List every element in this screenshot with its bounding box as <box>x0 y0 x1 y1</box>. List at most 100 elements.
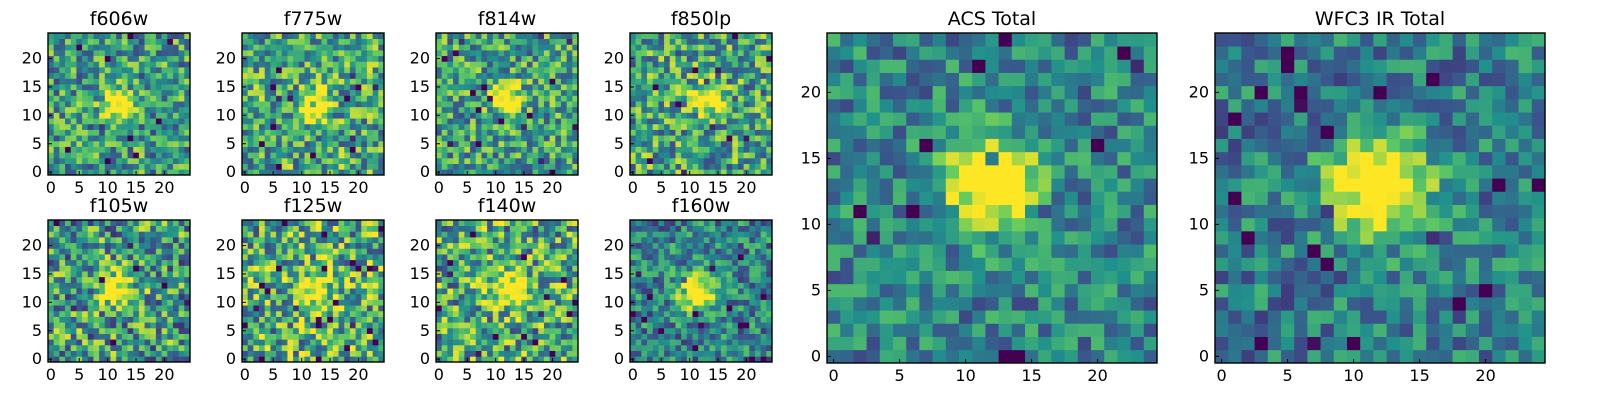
heatmap-cell <box>566 350 573 357</box>
heatmap-cell <box>658 265 665 272</box>
heatmap-cell <box>127 322 134 329</box>
heatmap-cell <box>669 259 676 266</box>
heatmap-cell <box>264 101 271 108</box>
heatmap-cell <box>310 265 317 272</box>
heatmap-cell <box>681 254 688 261</box>
heatmap-cell <box>526 237 533 244</box>
heatmap-cell <box>526 146 533 153</box>
heatmap-cell <box>686 101 693 108</box>
heatmap-cell <box>349 50 356 57</box>
heatmap-cell <box>669 316 676 323</box>
heatmap-cell <box>447 33 454 40</box>
heatmap-cell <box>378 112 385 119</box>
heatmap-cell <box>287 101 294 108</box>
heatmap-cell <box>726 135 733 142</box>
heatmap-cell <box>270 310 277 317</box>
heatmap-cell <box>453 140 460 147</box>
heatmap-cell <box>555 225 562 232</box>
heatmap-cell <box>760 333 767 340</box>
heatmap-cell <box>82 84 89 91</box>
heatmap-cell <box>372 271 379 278</box>
heatmap-cell <box>287 344 294 351</box>
heatmap-cell <box>652 38 659 45</box>
heatmap-cell <box>378 242 385 249</box>
heatmap-cell <box>315 72 322 79</box>
heatmap-cell <box>338 84 345 91</box>
heatmap-cell <box>150 146 157 153</box>
heatmap-cell <box>65 72 72 79</box>
heatmap-cell <box>698 271 705 278</box>
heatmap-cell <box>372 152 379 159</box>
heatmap-cell <box>349 129 356 136</box>
heatmap-cell <box>253 118 260 125</box>
heatmap-cell <box>743 316 750 323</box>
heatmap-cell <box>276 146 283 153</box>
heatmap-cell <box>138 282 145 289</box>
heatmap-cell <box>698 55 705 62</box>
heatmap-cell <box>560 305 567 312</box>
heatmap-cell <box>99 129 106 136</box>
x-tick-label: 5 <box>268 178 278 197</box>
heatmap-cell <box>110 242 117 249</box>
heatmap-cell <box>749 78 756 85</box>
heatmap-cell <box>515 163 522 170</box>
heatmap-cell <box>630 157 637 164</box>
heatmap-cell <box>681 135 688 142</box>
heatmap-cell <box>138 316 145 323</box>
heatmap-cell <box>161 84 168 91</box>
heatmap-cell <box>560 254 567 261</box>
x-tick-label: 5 <box>462 178 472 197</box>
heatmap-cell <box>458 220 465 227</box>
heatmap-cell <box>509 140 516 147</box>
heatmap-cell <box>378 106 385 113</box>
heatmap-cell <box>59 169 66 176</box>
heatmap-cell <box>332 299 339 306</box>
heatmap-cell <box>526 288 533 295</box>
heatmap-cell <box>372 259 379 266</box>
heatmap-cell <box>167 84 174 91</box>
heatmap-cell <box>481 106 488 113</box>
heatmap-cell <box>172 33 179 40</box>
heatmap-cell <box>515 248 522 255</box>
heatmap-cell <box>515 135 522 142</box>
heatmap-cell <box>161 276 168 283</box>
heatmap-cell <box>504 356 511 363</box>
heatmap-cell <box>304 78 311 85</box>
heatmap-cell <box>327 316 334 323</box>
heatmap-cell <box>566 242 573 249</box>
heatmap-cell <box>481 293 488 300</box>
heatmap-cell <box>321 38 328 45</box>
heatmap-cell <box>315 146 322 153</box>
heatmap-cell <box>709 157 716 164</box>
heatmap-cell <box>70 305 77 312</box>
heatmap-cell <box>281 123 288 130</box>
heatmap-cell <box>82 333 89 340</box>
heatmap-cell <box>344 327 351 334</box>
heatmap-cell <box>276 276 283 283</box>
heatmap-cell <box>298 38 305 45</box>
heatmap-cell <box>127 265 134 272</box>
heatmap-cell <box>293 89 300 96</box>
heatmap-cell <box>749 55 756 62</box>
heatmap-cell <box>509 55 516 62</box>
heatmap-cell <box>48 333 55 340</box>
heatmap-cell <box>703 310 710 317</box>
heatmap-cell <box>481 78 488 85</box>
heatmap-cell <box>447 350 454 357</box>
heatmap-cell <box>366 271 373 278</box>
heatmap-cell <box>172 271 179 278</box>
heatmap-cell <box>509 339 516 346</box>
heatmap-cell <box>332 305 339 312</box>
heatmap-cell <box>635 254 642 261</box>
heatmap-cell <box>698 293 705 300</box>
heatmap-cell <box>641 146 648 153</box>
heatmap-cell <box>150 344 157 351</box>
heatmap-cell <box>366 310 373 317</box>
heatmap-cell <box>293 152 300 159</box>
heatmap-cell <box>526 89 533 96</box>
heatmap-cell <box>675 67 682 74</box>
heatmap-cell <box>487 67 494 74</box>
heatmap-cell <box>59 38 66 45</box>
heatmap-cell <box>760 276 767 283</box>
heatmap-cell <box>732 169 739 176</box>
